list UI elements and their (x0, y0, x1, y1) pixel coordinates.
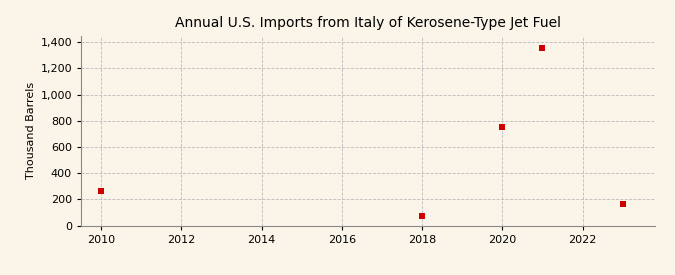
Point (416, 214, 427, 219)
Title: Annual U.S. Imports from Italy of Kerosene-Type Jet Fuel: Annual U.S. Imports from Italy of Kerose… (175, 16, 561, 31)
Point (617, 202, 628, 206)
Y-axis label: Thousand Barrels: Thousand Barrels (26, 82, 36, 179)
Point (537, 45, 548, 50)
Point (96, 189, 107, 194)
Point (497, 125, 508, 130)
